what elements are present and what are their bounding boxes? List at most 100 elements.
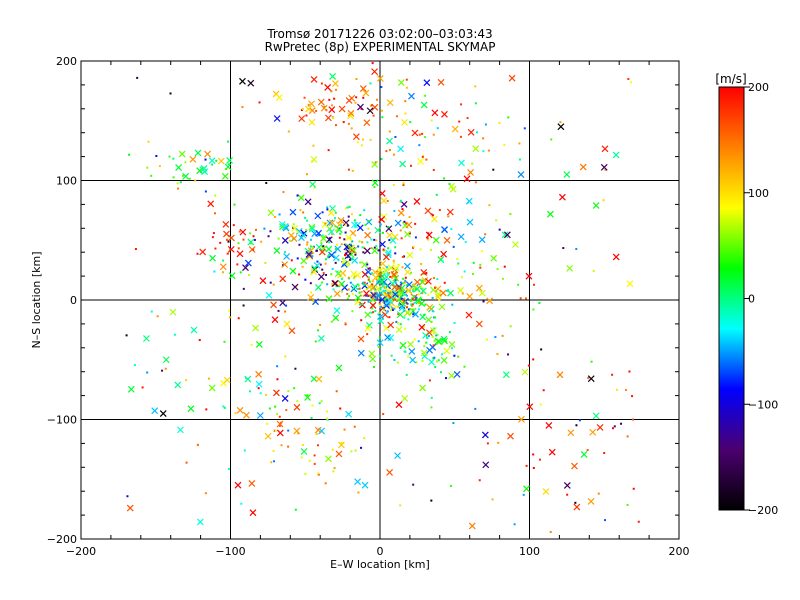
- data-point-dot: [272, 283, 275, 286]
- data-point-dot: [586, 449, 589, 452]
- data-point-dot: [463, 365, 466, 368]
- data-point-cross: [332, 314, 340, 322]
- data-point-cross: [321, 221, 329, 229]
- data-point-dot: [363, 283, 366, 286]
- data-point-dot: [366, 263, 369, 266]
- data-point-cross: [314, 283, 322, 291]
- data-point-cross: [325, 245, 333, 253]
- data-point-dot: [428, 379, 431, 382]
- data-point-cross: [298, 115, 306, 123]
- data-point-cross: [182, 172, 190, 180]
- data-point-dot: [429, 248, 432, 251]
- data-point-dot: [341, 290, 344, 293]
- data-point-cross: [342, 260, 350, 267]
- data-point-dot: [430, 396, 433, 399]
- data-point-dot: [358, 287, 361, 290]
- data-point-dot: [423, 345, 426, 348]
- data-point-dot: [399, 281, 402, 284]
- data-point-dot: [517, 283, 520, 286]
- data-point-dot: [397, 263, 400, 266]
- data-point-dot: [236, 263, 239, 266]
- data-point-dot: [365, 294, 368, 297]
- data-point-dot: [241, 106, 244, 109]
- data-point-dot: [472, 261, 475, 264]
- data-point-dot: [418, 302, 421, 305]
- data-point-dot: [360, 319, 363, 322]
- data-point-dot: [318, 234, 321, 237]
- data-point-cross: [413, 198, 421, 205]
- data-point-cross: [169, 308, 177, 316]
- data-point-dot: [269, 230, 272, 233]
- data-point-dot: [205, 408, 208, 411]
- data-point-cross: [425, 329, 433, 337]
- data-point-dot: [625, 388, 628, 391]
- data-point-dot: [423, 313, 426, 316]
- data-point-cross: [397, 79, 405, 86]
- data-point-dot: [169, 92, 172, 95]
- data-point-dot: [404, 279, 407, 282]
- data-point-cross: [448, 372, 456, 380]
- data-point-dot: [296, 400, 299, 403]
- chart-subtitle: RwPretec (8p) EXPERIMENTAL SKYMAP: [265, 40, 496, 54]
- data-point-cross: [420, 101, 428, 109]
- data-point-cross: [545, 422, 553, 429]
- data-point-cross: [288, 327, 296, 335]
- data-point-dot: [403, 281, 406, 284]
- data-point-dot: [370, 247, 373, 250]
- data-point-dot: [423, 136, 426, 139]
- data-point-dot: [341, 261, 344, 264]
- data-point-dot: [304, 278, 307, 281]
- data-point-dot: [412, 313, 415, 316]
- data-point-dot: [380, 293, 383, 296]
- data-point-dot: [518, 158, 521, 161]
- data-point-dot: [566, 493, 569, 496]
- data-point-dot: [305, 114, 308, 117]
- data-point-dot: [297, 432, 300, 435]
- data-point-dot: [399, 295, 402, 298]
- data-point-dot: [445, 377, 448, 380]
- data-point-dot: [421, 132, 424, 135]
- data-point-dot: [257, 387, 260, 390]
- data-point-dot: [421, 155, 424, 158]
- data-point-dot: [404, 276, 407, 279]
- data-point-cross: [324, 114, 332, 122]
- data-point-dot: [381, 300, 384, 303]
- data-point-dot: [363, 209, 366, 212]
- data-point-cross: [419, 384, 427, 392]
- data-point-dot: [630, 81, 633, 84]
- data-point-dot: [507, 353, 510, 356]
- data-point-dot: [385, 266, 388, 269]
- data-point-cross: [289, 208, 297, 216]
- data-point-cross: [317, 98, 325, 106]
- data-point-dot: [491, 498, 494, 501]
- data-point-cross: [386, 137, 394, 145]
- data-point-dot: [347, 168, 350, 171]
- data-point-dot: [321, 281, 324, 284]
- data-point-dot: [393, 307, 396, 310]
- data-point-cross: [379, 240, 386, 248]
- data-point-dot: [481, 250, 484, 253]
- data-point-dot: [394, 305, 397, 308]
- data-point-dot: [399, 229, 402, 232]
- data-point-cross: [351, 221, 358, 229]
- data-point-dot: [425, 272, 428, 275]
- data-point-cross: [283, 253, 291, 260]
- data-point-cross: [347, 109, 355, 117]
- data-point-cross: [403, 309, 411, 317]
- data-point-cross: [337, 217, 345, 224]
- data-point-dot: [575, 424, 578, 427]
- data-point-dot: [263, 227, 266, 230]
- data-point-dot: [325, 410, 328, 413]
- data-point-dot: [315, 109, 318, 112]
- data-point-cross: [368, 350, 376, 358]
- data-point-dot: [628, 370, 631, 373]
- data-point-dot: [410, 271, 413, 274]
- data-point-cross: [380, 197, 388, 205]
- data-point-dot: [355, 96, 358, 99]
- data-point-cross: [369, 302, 377, 309]
- data-point-dot: [227, 163, 230, 166]
- data-point-dot: [346, 292, 349, 295]
- data-point-dot: [392, 259, 395, 262]
- data-point-cross: [329, 72, 337, 80]
